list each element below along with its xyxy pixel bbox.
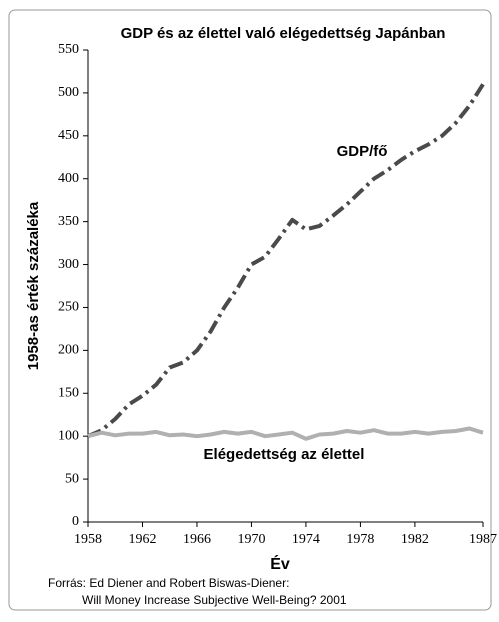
y-tick-label: 550 <box>58 42 79 57</box>
x-tick-label: 1982 <box>401 532 429 547</box>
y-tick-label: 350 <box>58 214 79 229</box>
y-tick-label: 250 <box>58 300 79 315</box>
source-line: Will Money Increase Subjective Well-Bein… <box>82 593 347 607</box>
series-line <box>87 426 484 441</box>
y-axis-label: 1958-as érték százaléka <box>25 201 42 370</box>
x-axis-label: Év <box>270 554 290 573</box>
y-tick-label: 400 <box>58 171 79 186</box>
y-tick-label: 0 <box>72 514 79 529</box>
x-tick-label: 1970 <box>237 532 265 547</box>
x-tick-label: 1978 <box>346 532 374 547</box>
x-tick-label: 1987 <box>469 532 497 547</box>
series-label: GDP/fő <box>337 143 388 160</box>
x-tick-label: 1966 <box>183 532 211 547</box>
y-tick-label: 450 <box>58 128 79 143</box>
source-line: Forrás: Ed Diener and Robert Biswas-Dien… <box>48 576 289 590</box>
x-tick-label: 1958 <box>74 532 102 547</box>
y-tick-label: 50 <box>65 471 79 486</box>
frame <box>8 9 492 611</box>
x-tick-label: 1962 <box>128 532 156 547</box>
chart-title: GDP és az élettel való elégedettség Japá… <box>121 25 446 42</box>
series-line <box>87 83 485 439</box>
series-label: Elégedettség az élettel <box>204 446 365 463</box>
y-tick-label: 100 <box>58 428 79 443</box>
x-tick-label: 1974 <box>292 532 320 547</box>
y-tick-label: 150 <box>58 385 79 400</box>
y-tick-label: 500 <box>58 85 79 100</box>
y-tick-label: 200 <box>58 343 79 358</box>
y-tick-label: 300 <box>58 257 79 272</box>
